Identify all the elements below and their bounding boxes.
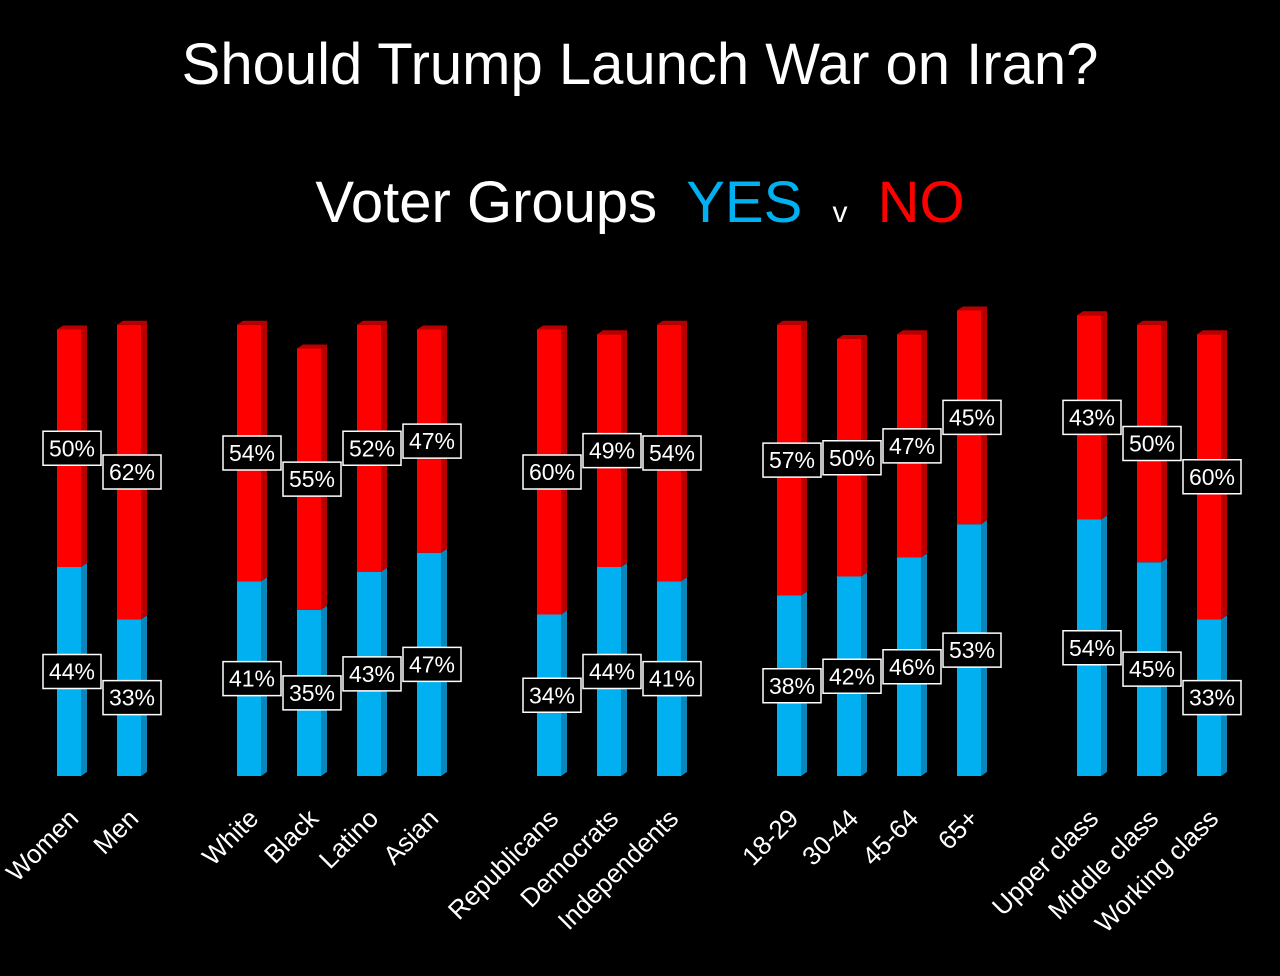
data-label: 43%: [349, 661, 395, 687]
legend-entry: NO: [878, 170, 965, 235]
data-label: 50%: [829, 445, 875, 471]
bar-top: [357, 320, 387, 325]
data-label-box: [822, 440, 882, 476]
data-label-box: [882, 428, 942, 464]
data-label: 57%: [769, 447, 815, 473]
data-label-box: [402, 646, 462, 683]
data-label-box: [582, 653, 642, 690]
data-label: 42%: [829, 663, 875, 689]
data-label-box: [762, 668, 822, 704]
data-label: 62%: [109, 459, 155, 485]
data-label-box: [342, 430, 402, 466]
data-label: 47%: [889, 433, 935, 459]
data-label: 44%: [589, 659, 635, 685]
bar-top: [537, 325, 567, 330]
data-label: 53%: [949, 637, 995, 663]
data-label: 54%: [649, 440, 695, 466]
data-label: 41%: [649, 666, 695, 692]
data-label: 47%: [409, 651, 455, 677]
data-label-box: [102, 679, 162, 716]
data-label: 52%: [349, 435, 395, 461]
data-label-box: [1182, 679, 1242, 716]
bar-top: [777, 320, 807, 325]
bar-top: [117, 320, 147, 325]
data-label: 50%: [49, 435, 95, 461]
data-label: 45%: [949, 404, 995, 430]
data-label-box: [522, 454, 582, 490]
data-label-box: [762, 442, 822, 478]
chart-subtitle: Voter Groups YES v NO: [315, 170, 964, 235]
bar-top: [1077, 311, 1107, 316]
chart-title: Should Trump Launch War on Iran?: [182, 32, 1099, 97]
data-label-box: [282, 675, 342, 711]
data-label: 50%: [1129, 431, 1175, 457]
data-label-box: [522, 677, 582, 713]
data-label-box: [42, 653, 102, 690]
data-label: 49%: [589, 438, 635, 464]
legend-entry: YES: [686, 170, 802, 235]
data-label-box: [1062, 399, 1122, 436]
data-label: 41%: [229, 666, 275, 692]
data-label: 38%: [769, 673, 815, 699]
data-label-box: [402, 423, 462, 459]
subtitle-prefix: Voter Groups: [315, 170, 657, 235]
data-label-box: [222, 435, 282, 471]
data-label-box: [942, 399, 1002, 436]
data-label: 45%: [1129, 656, 1175, 682]
data-label: 43%: [1069, 404, 1115, 430]
bar-top: [57, 325, 87, 330]
data-label-box: [282, 461, 342, 497]
bar-top: [237, 320, 267, 325]
data-label-box: [342, 656, 402, 692]
data-label: 33%: [109, 685, 155, 711]
data-label: 34%: [529, 682, 575, 708]
data-label-box: [882, 649, 942, 685]
bar-top: [297, 344, 327, 349]
data-label-box: [1182, 459, 1242, 495]
subtitle-joiner: v: [832, 196, 847, 229]
bar-top: [597, 330, 627, 335]
bar-top: [657, 320, 687, 325]
data-label: 47%: [409, 428, 455, 454]
data-label-box: [102, 454, 162, 490]
data-label: 60%: [529, 459, 575, 485]
data-label-box: [642, 660, 702, 697]
data-label: 54%: [1069, 635, 1115, 661]
bar-top: [957, 306, 987, 311]
data-label: 60%: [1189, 464, 1235, 490]
data-label-box: [1062, 630, 1122, 666]
data-label-box: [642, 435, 702, 471]
data-label: 33%: [1189, 685, 1235, 711]
bar-top: [1137, 320, 1167, 325]
data-label: 44%: [49, 659, 95, 685]
data-label: 35%: [289, 680, 335, 706]
data-label-box: [1122, 651, 1182, 687]
bar-top: [417, 325, 447, 330]
data-label-box: [222, 660, 282, 697]
bar-top: [837, 335, 867, 339]
bar-top: [897, 330, 927, 335]
data-label: 46%: [889, 654, 935, 680]
data-label-box: [582, 432, 642, 469]
data-label-box: [822, 658, 882, 694]
data-label-box: [42, 430, 102, 466]
data-label: 54%: [229, 440, 275, 466]
data-label-box: [942, 632, 1002, 668]
data-label: 55%: [289, 466, 335, 492]
data-label-box: [1122, 425, 1182, 462]
bar-top: [1197, 330, 1227, 335]
